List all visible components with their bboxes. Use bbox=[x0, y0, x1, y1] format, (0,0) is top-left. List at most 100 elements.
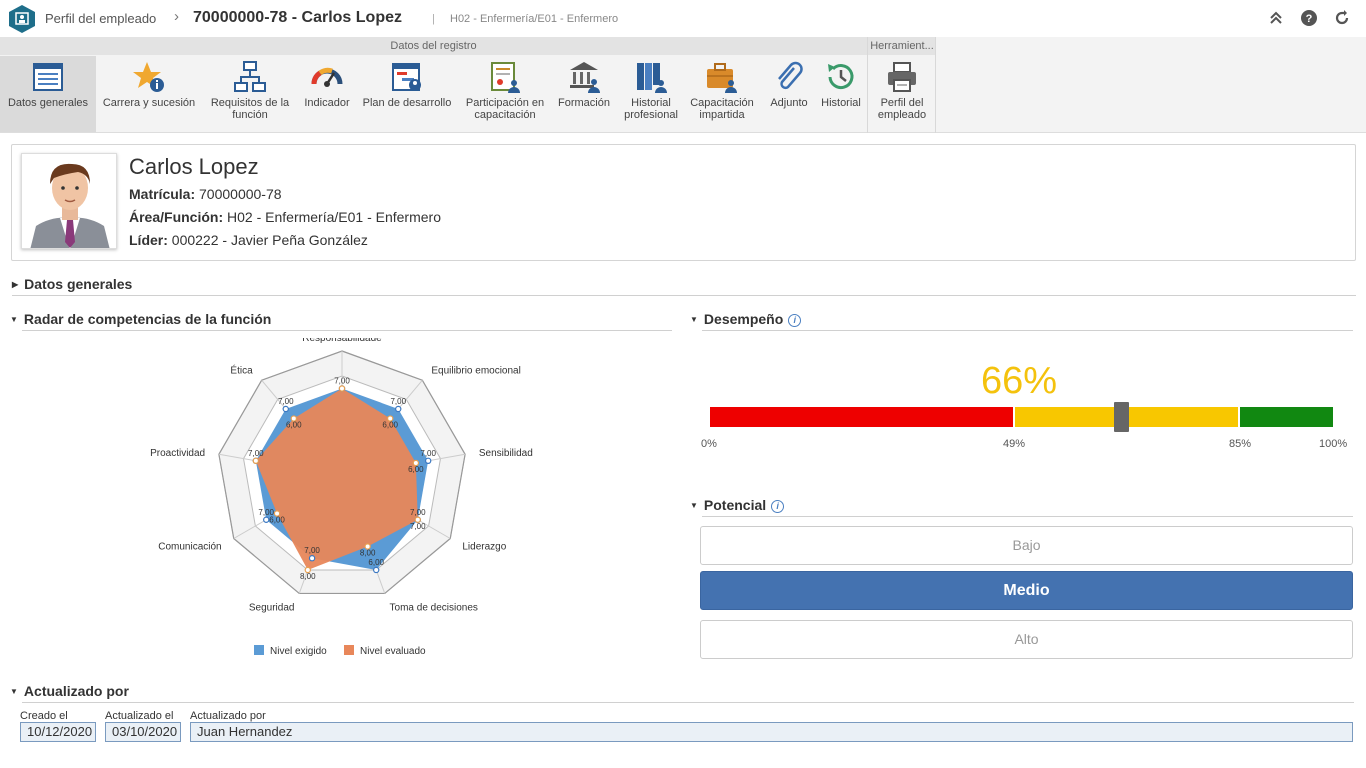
radar-data-point bbox=[387, 415, 394, 422]
performance-handle bbox=[1114, 402, 1130, 432]
radar-value-label: 7,00 bbox=[410, 508, 426, 517]
radar-data-point bbox=[290, 415, 297, 422]
ribbon-button-capacitacion[interactable]: Capacitación impartida bbox=[688, 56, 756, 132]
ribbon-button-label: Datos generales bbox=[7, 97, 89, 109]
radar-category-label: Seguridad bbox=[249, 603, 295, 614]
radar-data-point bbox=[414, 516, 421, 523]
ribbon-button-formacion[interactable]: Formación bbox=[554, 56, 614, 132]
datasheet-icon bbox=[33, 63, 63, 91]
employee-card: Carlos Lopez Matrícula: 70000000-78 Área… bbox=[11, 144, 1356, 261]
binders-user-icon bbox=[637, 63, 667, 93]
created-label: Creado el bbox=[20, 710, 68, 722]
competency-radar-chart: 7,007,006,007,006,007,007,006,008,007,00… bbox=[150, 338, 533, 657]
ribbon-button-label: Capacitación impartida bbox=[690, 97, 754, 121]
ribbon-button-datos-generales[interactable]: Datos generales bbox=[0, 56, 96, 132]
matricula-value: 70000000-78 bbox=[199, 186, 282, 202]
ribbon-divider bbox=[867, 37, 868, 133]
section-actualizado[interactable]: ▼ Actualizado por bbox=[10, 683, 129, 699]
certificate-user-icon bbox=[491, 62, 520, 93]
performance-tick: 100% bbox=[1319, 438, 1348, 450]
employee-matricula: Matrícula: 70000000-78 bbox=[129, 186, 282, 202]
radar-category-label: Proactividad bbox=[150, 448, 205, 459]
ribbon-toolbar: Datos del registro Herramient... Datos g… bbox=[0, 37, 1366, 133]
svg-text:?: ? bbox=[1306, 13, 1313, 25]
module-title: Perfil del empleado bbox=[45, 11, 157, 26]
potential-option-alto[interactable]: Alto bbox=[700, 620, 1353, 659]
radar-value-label: 8,00 bbox=[300, 572, 316, 581]
radar-value-label: 6,00 bbox=[286, 421, 302, 430]
expand-arrow-icon: ▶ bbox=[12, 280, 19, 289]
help-icon[interactable]: ? bbox=[1301, 10, 1317, 26]
radar-category-label: Toma de decisiones bbox=[390, 603, 478, 614]
section-divider bbox=[22, 330, 672, 331]
lider-value: 000222 - Javier Peña González bbox=[171, 232, 368, 248]
ribbon-button-participacion[interactable]: Participación en capacitación bbox=[459, 56, 551, 132]
radar-value-label: 7,00 bbox=[278, 397, 294, 406]
app-logo-icon bbox=[9, 5, 35, 33]
section-desempeno[interactable]: ▼ Desempeño i bbox=[690, 311, 802, 327]
radar-value-label: 7,00 bbox=[410, 522, 426, 531]
ribbon-button-carrera[interactable]: Carrera y sucesión bbox=[98, 56, 200, 132]
section-title: Actualizado por bbox=[23, 683, 129, 699]
ribbon-button-label: Requisitos de la función bbox=[210, 97, 290, 121]
updated-by-field[interactable]: Juan Hernandez bbox=[190, 722, 1353, 742]
potential-option-bajo[interactable]: Bajo bbox=[700, 526, 1353, 565]
radar-value-label: 7,00 bbox=[304, 546, 320, 555]
area-value: H02 - Enfermería/E01 - Enfermero bbox=[227, 209, 441, 225]
radar-data-point bbox=[412, 459, 420, 467]
section-radar[interactable]: ▼ Radar de competencias de la función bbox=[10, 311, 271, 327]
radar-data-point bbox=[395, 405, 402, 413]
radar-category-label: Comunicación bbox=[158, 542, 221, 553]
collapse-arrow-icon: ▼ bbox=[10, 687, 18, 696]
performance-value: 66% bbox=[981, 360, 1058, 402]
legend-label: Nivel evaluado bbox=[360, 646, 426, 657]
ribbon-button-label: Plan de desarrollo bbox=[362, 97, 452, 109]
ribbon-button-historial[interactable]: Historial bbox=[816, 56, 866, 132]
paperclip-icon bbox=[778, 61, 803, 90]
ribbon-button-adjunto[interactable]: Adjunto bbox=[764, 56, 814, 132]
briefcase-user-icon bbox=[707, 63, 737, 93]
created-field[interactable]: 10/12/2020 bbox=[20, 722, 96, 742]
radar-value-label: 7,00 bbox=[248, 449, 264, 458]
radar-data-point bbox=[273, 510, 281, 517]
ribbon-button-requisitos[interactable]: Requisitos de la función bbox=[204, 56, 296, 132]
radar-category-label: Responsabilidade bbox=[302, 338, 382, 344]
potential-option-medio[interactable]: Medio bbox=[700, 571, 1353, 610]
radar-value-label: 7,00 bbox=[258, 508, 274, 517]
radar-data-point bbox=[252, 457, 260, 465]
radar-value-label: 7,00 bbox=[334, 377, 350, 386]
radar-category-label: Ética bbox=[230, 364, 253, 377]
printer-icon bbox=[888, 62, 916, 92]
employee-title: 70000000-78 - Carlos Lopez bbox=[193, 9, 402, 26]
ribbon-button-indicador[interactable]: Indicador bbox=[300, 56, 354, 132]
performance-segment bbox=[1239, 407, 1333, 427]
collapse-icon[interactable] bbox=[1268, 10, 1284, 26]
ribbon-button-label: Adjunto bbox=[770, 97, 808, 109]
star-info-icon bbox=[133, 62, 164, 92]
section-datos-generales[interactable]: ▶ Datos generales bbox=[12, 276, 132, 292]
section-potencial[interactable]: ▼ Potencial i bbox=[690, 497, 785, 513]
ribbon-button-historial-profesional[interactable]: Historial profesional bbox=[618, 56, 684, 132]
title-subtitle: H02 - Enfermería/E01 - Enfermero bbox=[450, 13, 619, 25]
section-title: Radar de competencias de la función bbox=[23, 311, 272, 327]
info-icon[interactable]: i bbox=[788, 314, 802, 327]
info-icon[interactable]: i bbox=[771, 500, 785, 513]
radar-data-point bbox=[338, 385, 346, 392]
ribbon-button-label: Carrera y sucesión bbox=[102, 97, 196, 109]
radar-outer-ring bbox=[218, 350, 466, 595]
updated-field[interactable]: 03/10/2020 bbox=[105, 722, 181, 742]
employee-photo-icon bbox=[22, 154, 116, 248]
ribbon-button-perfil-empleado[interactable]: Perfil del empleado bbox=[870, 56, 934, 132]
legend-swatch bbox=[344, 645, 354, 655]
institution-user-icon bbox=[570, 62, 600, 93]
refresh-icon[interactable] bbox=[1334, 10, 1350, 26]
updated-label: Actualizado el bbox=[105, 710, 174, 722]
performance-tick: 0% bbox=[701, 438, 717, 450]
ribbon-button-label: Participación en capacitación bbox=[465, 97, 545, 121]
ribbon-button-plan-desarrollo[interactable]: Plan de desarrollo bbox=[360, 56, 454, 132]
radar-value-label: 6,00 bbox=[269, 516, 285, 525]
radar-value-label: 6,00 bbox=[382, 421, 398, 430]
section-title: Desempeño bbox=[703, 311, 784, 327]
radar-data-point bbox=[424, 457, 432, 465]
org-chart-icon bbox=[234, 61, 266, 92]
